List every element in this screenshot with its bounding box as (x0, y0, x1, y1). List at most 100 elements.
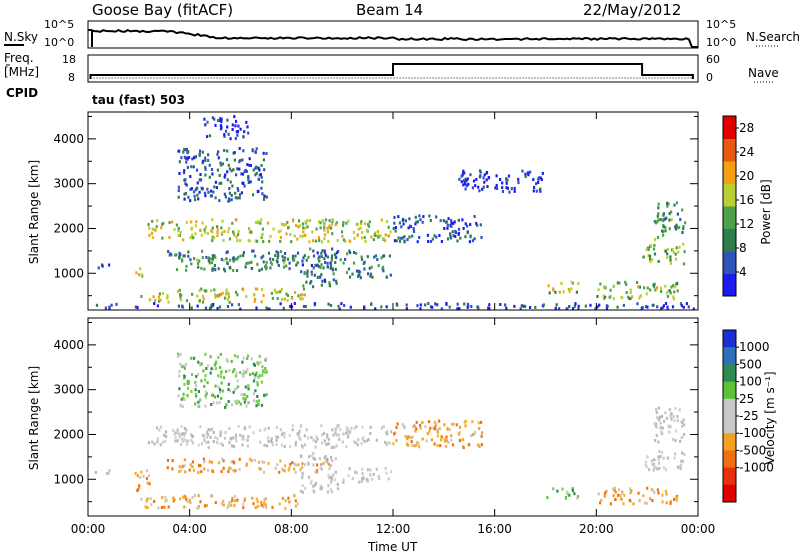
power-cell (204, 230, 207, 234)
velocity-colorbar-segment (723, 484, 736, 503)
velocity-cell (233, 354, 237, 358)
velocity-cell (147, 474, 150, 478)
power-cell (323, 257, 326, 261)
power-cell (463, 302, 466, 306)
power-cell (185, 160, 188, 164)
velocity-cell (228, 441, 231, 445)
velocity-cell (271, 443, 274, 447)
velocity-cell (261, 365, 264, 369)
power-cell (554, 306, 557, 310)
power-cell (208, 261, 211, 265)
velocity-cell (326, 433, 329, 437)
power-cell (599, 282, 602, 286)
power-cell (260, 234, 264, 238)
power-cell (629, 291, 632, 295)
velocity-cell (655, 408, 658, 411)
velocity-cell (202, 457, 205, 461)
power-cell (320, 251, 323, 255)
velocity-cell (455, 423, 458, 427)
power-cell (427, 240, 430, 243)
power-cell (302, 226, 305, 230)
velocity-cell (179, 353, 182, 356)
power-cell (416, 304, 419, 308)
velocity-cell (390, 470, 393, 474)
velocity-cell (448, 428, 451, 432)
power-cell (480, 236, 483, 239)
velocity-cell (200, 379, 203, 383)
power-cell (247, 181, 250, 184)
power-cell (650, 244, 653, 248)
velocity-cell (231, 444, 234, 448)
power-cell (158, 292, 161, 296)
velocity-cell (328, 476, 331, 480)
velocity-cell (295, 463, 298, 467)
power-cell (217, 150, 220, 154)
velocity-cell (571, 489, 574, 492)
velocity-cell (254, 376, 257, 380)
velocity-cell (663, 419, 666, 423)
power-cell (261, 180, 264, 184)
power-cell (234, 119, 238, 123)
power-cell (473, 215, 476, 218)
power-cell (555, 303, 558, 307)
power-cell (306, 269, 309, 273)
velocity-cell (171, 459, 174, 463)
power-cell (676, 281, 679, 285)
power-cell (478, 169, 482, 173)
velocity-cell (630, 489, 633, 493)
velocity-cell (244, 385, 247, 389)
power-cell (259, 173, 262, 177)
velocity-cell (330, 478, 333, 482)
velocity-cell (656, 416, 659, 420)
power-cell (194, 232, 197, 236)
velocity-cell (681, 436, 684, 439)
velocity-cell (294, 470, 297, 474)
power-ytick-label: 4000 (53, 132, 84, 146)
velocity-cell (246, 395, 249, 398)
velocity-cell (566, 492, 569, 496)
power-cell (250, 260, 253, 264)
velocity-cell (681, 424, 684, 428)
power-cell (204, 165, 207, 169)
power-cell (465, 184, 468, 188)
velocity-cell (612, 494, 615, 498)
power-cell (302, 287, 306, 291)
velocity-cell (380, 426, 383, 430)
power-cell (254, 287, 257, 291)
velocity-cell (614, 490, 617, 494)
velocity-cell (276, 463, 279, 467)
power-cell (682, 305, 685, 309)
power-cell (367, 224, 370, 228)
power-cell (337, 304, 340, 308)
power-cell (449, 236, 452, 240)
power-cell (263, 168, 266, 172)
power-cell (663, 217, 666, 221)
velocity-cell (385, 471, 388, 475)
power-cell (328, 219, 331, 223)
velocity-cell (425, 439, 428, 443)
velocity-cell (445, 435, 448, 439)
power-cell (265, 267, 268, 271)
velocity-cell (257, 504, 260, 508)
power-cell (419, 218, 422, 222)
power-cell (306, 225, 309, 229)
velocity-cell (421, 437, 424, 441)
velocity-cell (191, 465, 194, 469)
velocity-cell (673, 419, 676, 423)
power-cell (374, 231, 377, 235)
velocity-colorbar-segment (723, 398, 736, 417)
power-cell (210, 261, 213, 265)
power-cell (207, 158, 210, 162)
power-cell (676, 212, 679, 216)
velocity-cell (654, 466, 657, 470)
power-cell (331, 247, 334, 251)
nsky-tick-top: 10^5 (44, 18, 75, 31)
power-cell (452, 234, 455, 238)
velocity-cell (233, 469, 236, 473)
velocity-cell (222, 466, 225, 470)
velocity-cell (331, 475, 334, 478)
velocity-cell (207, 468, 210, 472)
power-cell (259, 221, 262, 225)
power-cell (201, 249, 204, 253)
velocity-cell (235, 386, 238, 390)
